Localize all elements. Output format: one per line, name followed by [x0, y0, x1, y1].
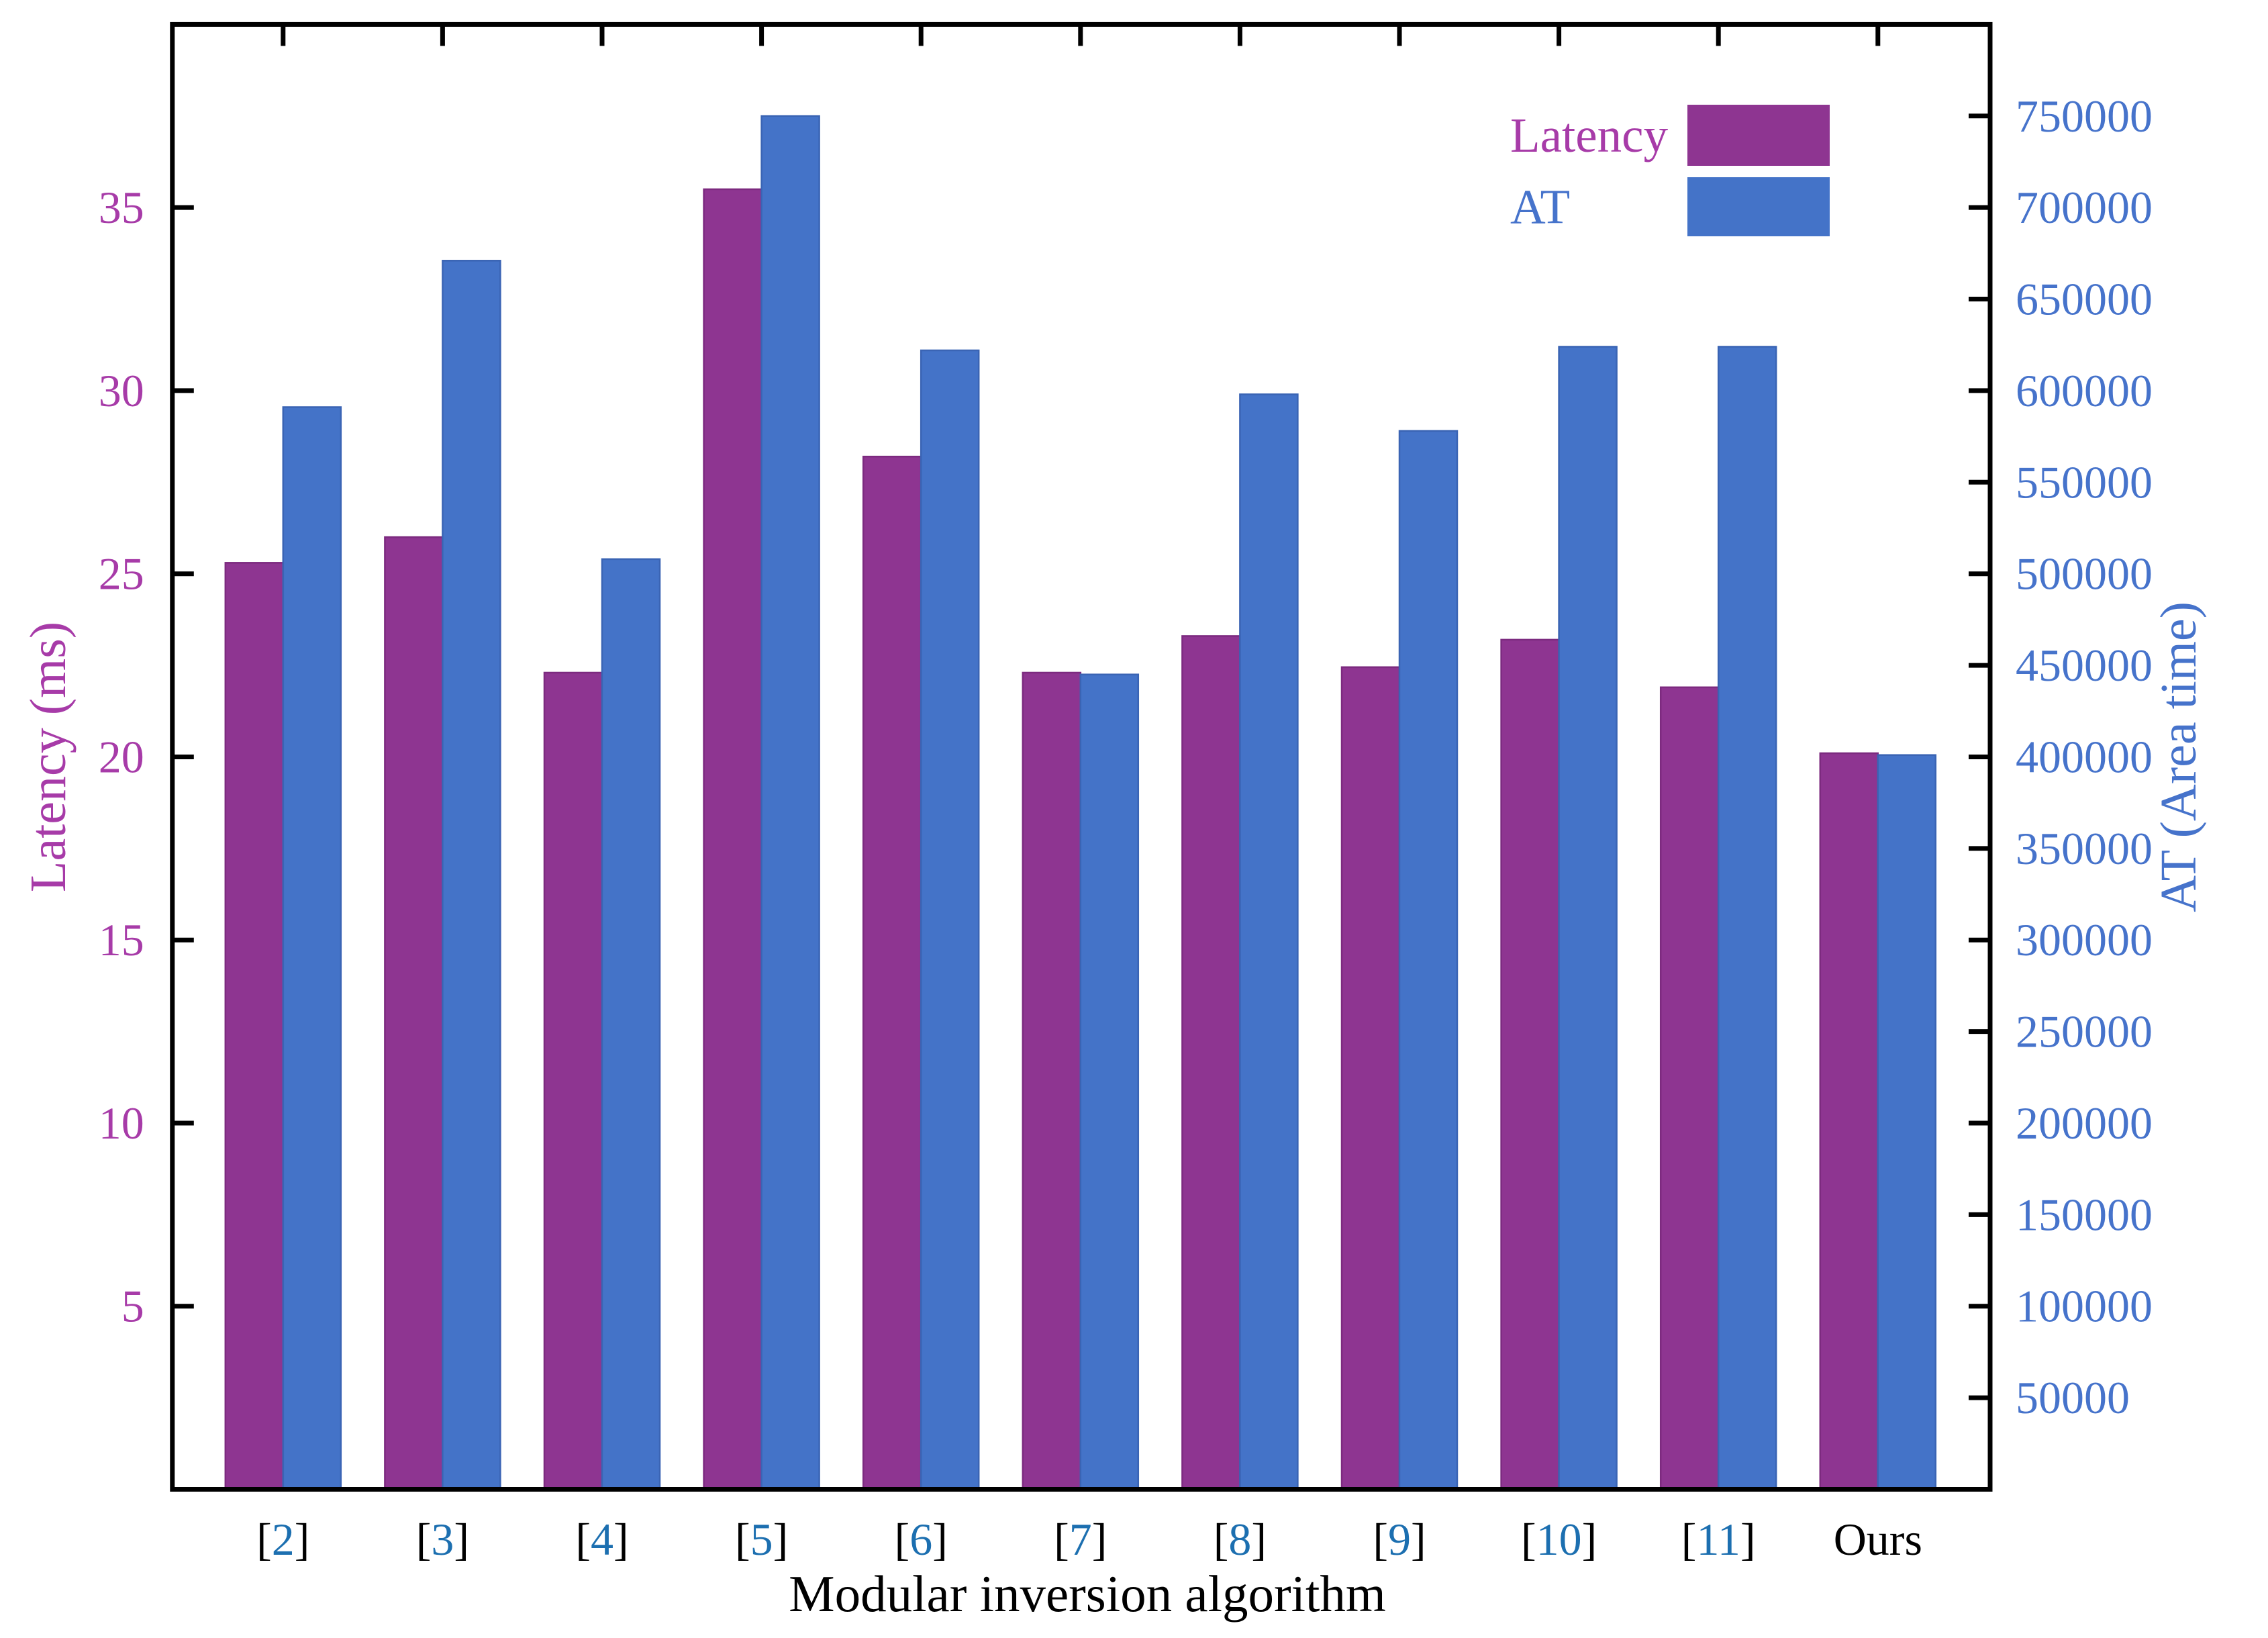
bar-latency-5	[862, 455, 922, 1490]
x-axis-title: Modular inversion algorithm	[789, 1565, 1386, 1623]
bar-latency-6	[1022, 671, 1082, 1490]
right-tick-label-300000: 300000	[2016, 914, 2153, 965]
left-tick-label-10: 10	[99, 1098, 144, 1149]
legend-swatch-at	[1687, 177, 1830, 236]
legend-layer: Latency AT	[1510, 105, 1830, 236]
right-tick-label-400000: 400000	[2016, 731, 2153, 782]
bar-at-9	[1558, 346, 1618, 1490]
left-tick-label-25: 25	[99, 548, 144, 599]
bar-latency-11	[1819, 752, 1879, 1490]
left-tick-label-15: 15	[99, 914, 144, 965]
bar-latency-10	[1659, 686, 1720, 1490]
x-category-label-8: [9]	[1373, 1514, 1426, 1565]
bar-at-11	[1877, 754, 1937, 1490]
legend-label-at: AT	[1510, 180, 1570, 234]
right-tick-label-150000: 150000	[2016, 1189, 2153, 1240]
bar-latency-2	[384, 536, 444, 1490]
legend-label-latency: Latency	[1510, 108, 1669, 162]
bar-at-1	[282, 406, 342, 1490]
right-tick-label-750000: 750000	[2016, 91, 2153, 142]
right-tick-label-550000: 550000	[2016, 456, 2153, 508]
right-tick-label-350000: 350000	[2016, 823, 2153, 874]
bar-at-6	[1079, 673, 1140, 1490]
left-tick-label-30: 30	[99, 365, 144, 416]
bar-latency-4	[703, 188, 762, 1490]
x-category-label-3: [4]	[575, 1514, 628, 1565]
bar-at-5	[920, 349, 980, 1490]
left-tick-label-5: 5	[121, 1281, 144, 1332]
right-tick-label-250000: 250000	[2016, 1006, 2153, 1057]
x-category-label-7: [8]	[1214, 1514, 1267, 1565]
y-axis-title-left: Latency (ms)	[20, 622, 77, 892]
right-tick-label-450000: 450000	[2016, 640, 2153, 691]
axes-layer	[170, 21, 1993, 1492]
labels-layer: 5 10 15 20 25 30 35 50000 100000 150000 200000 2500…	[20, 91, 2207, 1623]
x-category-label-5: [6]	[895, 1514, 948, 1565]
bar-at-3	[601, 558, 661, 1490]
x-category-label-2: [3]	[416, 1514, 469, 1565]
x-category-label-10: [11]	[1681, 1514, 1756, 1565]
bar-at-8	[1398, 430, 1459, 1490]
x-category-label-6: [7]	[1054, 1514, 1107, 1565]
x-category-label-1: [2]	[256, 1514, 309, 1565]
bar-at-4	[760, 115, 820, 1490]
bar-latency-3	[543, 671, 603, 1490]
bar-latency-9	[1500, 638, 1560, 1490]
y-axis-title-right: AT (Area time)	[2151, 601, 2207, 912]
bars-layer	[224, 115, 1937, 1490]
x-category-label-4: [5]	[735, 1514, 788, 1565]
bar-latency-7	[1181, 635, 1241, 1490]
right-tick-label-500000: 500000	[2016, 548, 2153, 599]
bar-at-2	[442, 260, 501, 1490]
left-tick-label-35: 35	[99, 182, 144, 233]
right-tick-label-700000: 700000	[2016, 182, 2153, 233]
bar-at-10	[1717, 346, 1777, 1490]
bar-latency-8	[1340, 666, 1401, 1490]
right-tick-label-100000: 100000	[2016, 1281, 2153, 1332]
right-tick-label-600000: 600000	[2016, 365, 2153, 416]
right-tick-label-200000: 200000	[2016, 1098, 2153, 1149]
x-category-label-9: [10]	[1521, 1514, 1597, 1565]
x-category-label-11: Ours	[1834, 1514, 1922, 1565]
bar-at-7	[1239, 393, 1299, 1490]
bar-latency-1	[224, 562, 285, 1490]
left-tick-label-20: 20	[99, 731, 144, 782]
legend-swatch-latency	[1687, 105, 1830, 166]
right-tick-label-650000: 650000	[2016, 274, 2153, 325]
right-tick-label-50000: 50000	[2016, 1372, 2130, 1423]
